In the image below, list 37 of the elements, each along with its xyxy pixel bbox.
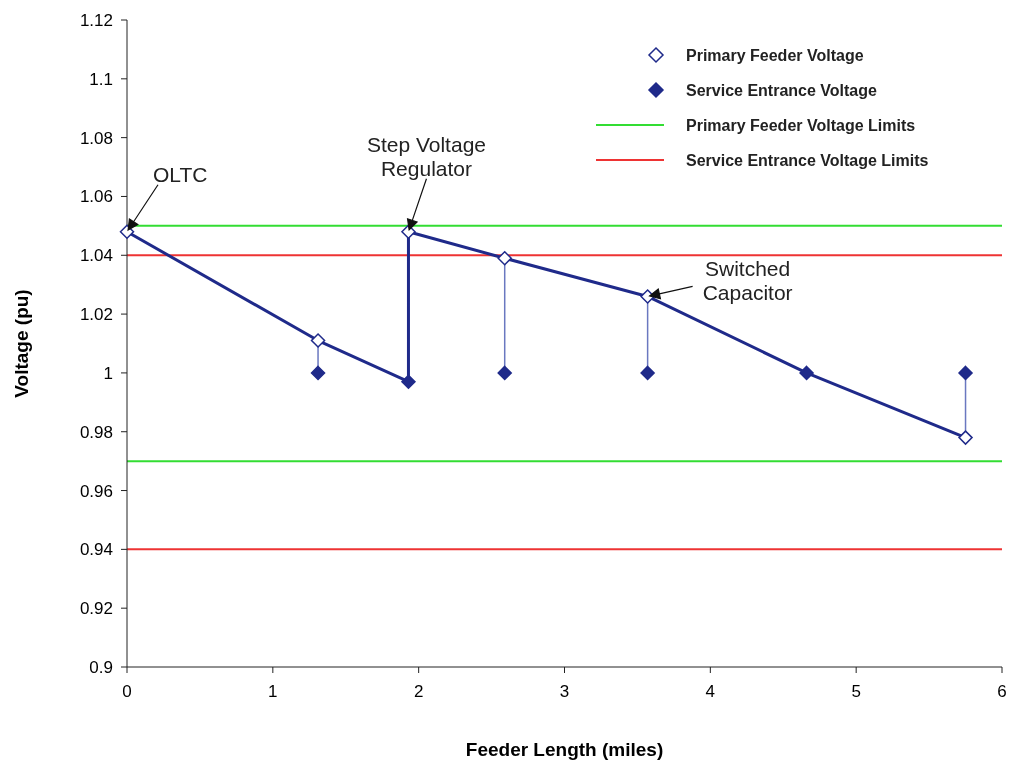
legend-label: Primary Feeder Voltage [686,47,864,64]
y-tick-label: 1 [103,363,113,383]
point [401,374,416,389]
y-tick-label: 0.96 [79,481,113,501]
point [497,365,512,381]
legend-label: Primary Feeder Voltage Limits [686,117,916,134]
y-axis-title: Voltage (pu) [11,289,32,398]
annotation: OLTC [153,162,208,186]
x-tick-label: 4 [705,682,716,701]
legend-label: Service Entrance Voltage Limits [686,152,929,169]
point [497,250,512,266]
y-tick-label: 0.92 [79,599,113,619]
y-tick-label: 1.12 [79,11,113,30]
x-tick-label: 2 [413,682,424,701]
y-tick-label: 1.08 [79,128,113,148]
point [310,365,326,381]
annotation: Switched Capacitor [702,257,793,305]
x-tick-label: 5 [851,682,861,701]
y-tick-label: 1.04 [79,246,113,266]
y-tick-label: 0.98 [79,422,113,442]
x-tick-label: 3 [559,682,570,701]
y-tick-label: 1.02 [79,305,113,325]
annotation: Step Voltage Regulator [366,132,487,180]
y-tick-label: 0.94 [79,540,113,560]
point [799,365,814,381]
y-tick-label: 1.1 [89,69,113,89]
point [640,365,655,381]
x-tick-label: 6 [997,682,1007,701]
point [958,365,973,381]
y-tick-label: 0.9 [89,658,113,677]
x-tick-label: 0 [122,682,132,701]
x-tick-label: 1 [268,682,278,701]
y-tick-label: 1.06 [79,187,113,207]
point [310,333,326,348]
point [958,430,973,445]
legend-label: Service Entrance Voltage [686,82,877,99]
x-axis-title: Feeder Length (miles) [465,739,664,760]
